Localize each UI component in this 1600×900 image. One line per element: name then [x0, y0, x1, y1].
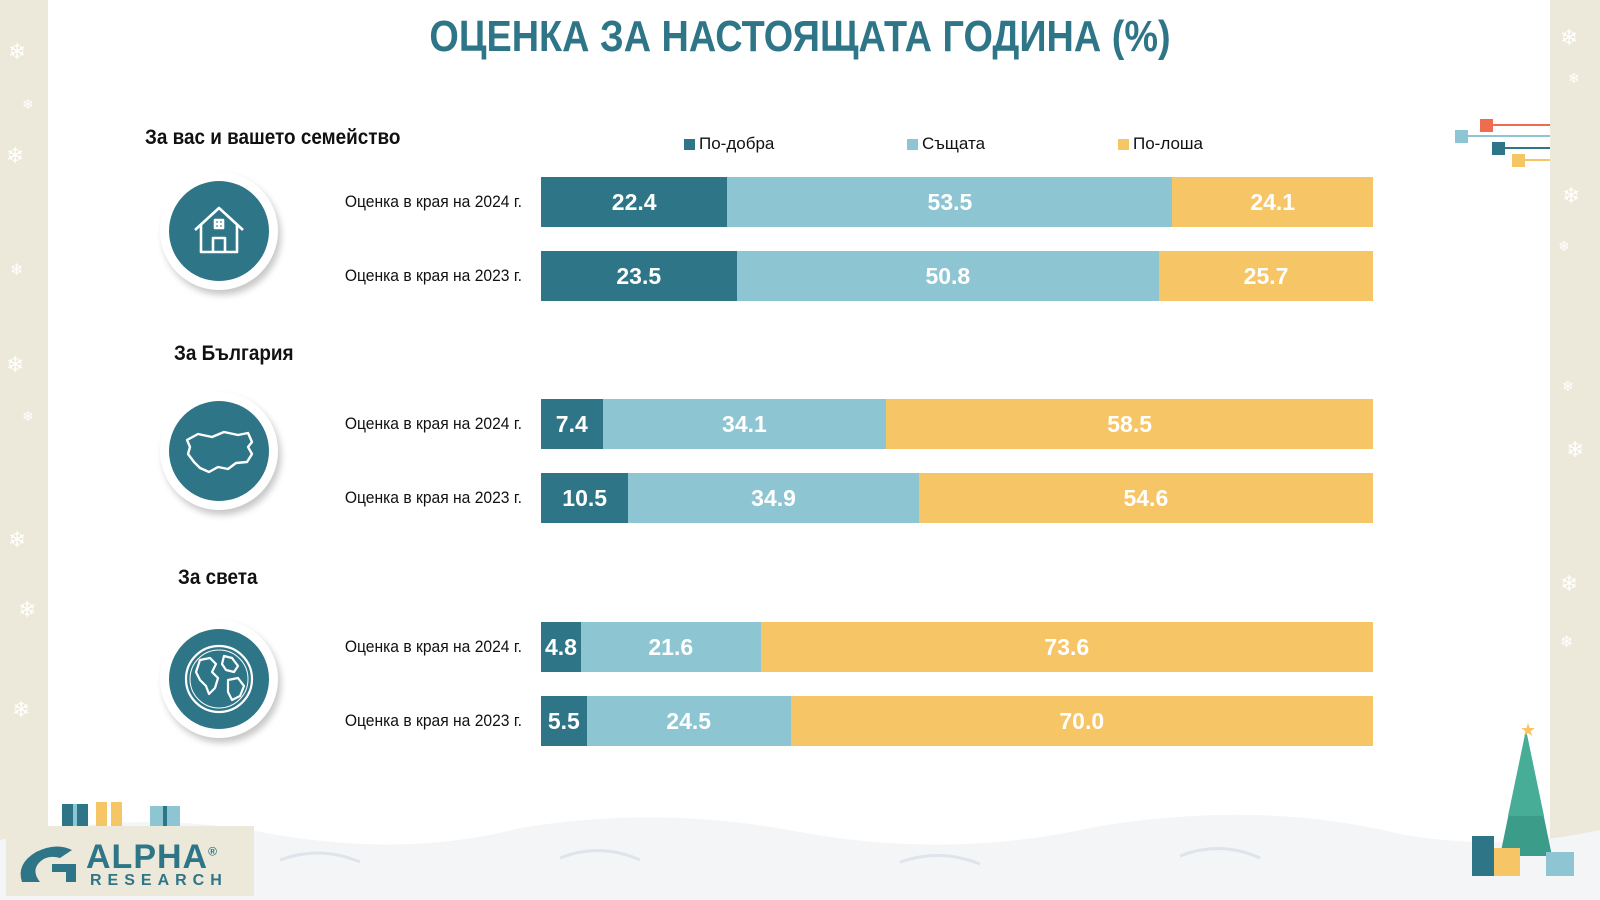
bulgaria-map-icon [160, 392, 278, 510]
bar-world-2024: 4.8 21.6 73.6 [541, 622, 1373, 672]
section-title-family: За вас и вашето семейство [145, 126, 401, 149]
data-label-bulgaria-2023-same: 34.9 [751, 484, 796, 511]
bar-segment-world-2023-better: 5.5 [541, 696, 587, 746]
legend-swatch-better [684, 138, 695, 150]
snowflake-icon: ❄ [12, 698, 31, 723]
data-label-bulgaria-2023-better: 10.5 [562, 484, 608, 511]
snowflake-icon: ❄ [1560, 572, 1579, 597]
legend-label-worse: По-лоша [1133, 134, 1203, 153]
bar-segment-family-2024-same: 53.5 [727, 177, 1173, 227]
svg-text:★: ★ [1520, 720, 1536, 741]
bar-bulgaria-2024: 7.4 34.1 58.5 [541, 399, 1373, 449]
bar-family-2024: 22.4 53.5 24.1 [541, 177, 1373, 227]
bar-segment-bulgaria-2024-better: 7.4 [541, 399, 603, 449]
snowflake-icon: ❄ [8, 528, 27, 553]
data-label-family-2024-better: 22.4 [611, 188, 657, 215]
data-label-family-2024-same: 53.5 [927, 188, 973, 215]
row-label-world-2023: Оценка в края на 2023 г. [344, 711, 522, 730]
legend-swatch-same [907, 138, 918, 150]
data-label-world-2023-better: 5.5 [547, 707, 580, 734]
bar-world-2023: 5.5 24.5 70.0 [541, 696, 1373, 746]
bar-segment-bulgaria-2023-same: 34.9 [628, 473, 919, 523]
row-label-bulgaria-2023: Оценка в края на 2023 г. [344, 488, 522, 507]
globe-icon [160, 620, 278, 738]
left-decor-strip [0, 0, 48, 900]
data-label-world-2024-better: 4.8 [544, 633, 577, 660]
snowflake-icon: ❄ [18, 598, 37, 623]
bar-segment-world-2023-worse: 70.0 [790, 696, 1373, 746]
legend-item-same: Същата [907, 132, 985, 156]
snowflake-icon: ❄ [22, 409, 34, 425]
snowflake-icon: ❄ [22, 97, 34, 113]
bar-segment-family-2024-worse: 24.1 [1172, 177, 1373, 227]
bar-segment-bulgaria-2023-better: 10.5 [541, 473, 629, 523]
slide-panel [48, 0, 1550, 900]
brand-logo [6, 826, 254, 896]
legend-item-worse: По-лоша [1118, 132, 1203, 156]
snowflake-icon: ❄ [1562, 379, 1574, 395]
data-label-bulgaria-2024-better: 7.4 [555, 410, 588, 437]
decor-lines-icon [1455, 119, 1550, 167]
data-label-family-2024-worse: 24.1 [1250, 188, 1296, 215]
snowflake-icon: ❄ [1560, 26, 1579, 51]
bar-segment-family-2023-better: 23.5 [541, 251, 737, 301]
data-label-world-2023-worse: 70.0 [1059, 707, 1105, 734]
brand-name: ALPHA® [86, 838, 218, 876]
bar-segment-family-2023-worse: 25.7 [1159, 251, 1373, 301]
row-label-bulgaria-2024: Оценка в края на 2024 г. [344, 414, 522, 433]
right-decor-strip [1550, 0, 1600, 900]
data-label-family-2023-same: 50.8 [925, 262, 971, 289]
data-label-bulgaria-2024-worse: 58.5 [1107, 410, 1152, 437]
bar-segment-family-2024-better: 22.4 [541, 177, 728, 227]
bar-bulgaria-2023: 10.5 34.9 54.6 [541, 473, 1373, 523]
section-title-world: За света [178, 566, 258, 589]
data-label-family-2023-worse: 25.7 [1243, 262, 1289, 289]
data-label-bulgaria-2023-worse: 54.6 [1123, 484, 1169, 511]
bar-segment-bulgaria-2024-same: 34.1 [602, 399, 887, 449]
snowflake-icon: ❄ [1558, 239, 1570, 255]
snowflake-icon: ❄ [1560, 632, 1574, 651]
brand-logo-mark-icon [20, 846, 76, 882]
snowflake-icon: ❄ [6, 144, 25, 169]
row-label-family-2023: Оценка в края на 2023 г. [344, 266, 522, 285]
bar-family-2023: 23.5 50.8 25.7 [541, 251, 1373, 301]
row-label-world-2024: Оценка в края на 2024 г. [344, 637, 522, 656]
snowflake-icon: ❄ [1566, 438, 1585, 463]
christmas-tree-icon: ★ [1472, 720, 1574, 876]
snowflake-icon: ❄ [1562, 184, 1581, 209]
snowflake-icon: ❄ [1568, 71, 1580, 87]
data-label-world-2024-worse: 73.6 [1044, 633, 1090, 660]
brand-subtitle: RESEARCH [90, 872, 228, 889]
data-label-world-2024-same: 21.6 [648, 633, 694, 660]
section-title-bulgaria: За България [174, 342, 294, 365]
data-label-world-2023-same: 24.5 [666, 707, 712, 734]
bar-segment-world-2024-same: 21.6 [580, 622, 761, 672]
house-icon [160, 172, 278, 290]
legend-item-better: По-добра [684, 132, 774, 156]
snow-ground-decor [0, 814, 1600, 900]
bar-segment-world-2024-better: 4.8 [541, 622, 581, 672]
bar-segment-bulgaria-2023-worse: 54.6 [918, 473, 1373, 523]
legend-label-better: По-добра [699, 134, 775, 153]
snowflake-icon: ❄ [10, 260, 24, 279]
legend-swatch-worse [1118, 138, 1129, 150]
snowflake-icon: ❄ [8, 40, 27, 65]
page-title: ОЦЕНКА ЗА НАСТОЯЩАТА ГОДИНА (%) [429, 12, 1171, 61]
bar-segment-world-2024-worse: 73.6 [760, 622, 1373, 672]
legend-label-same: Същата [922, 134, 986, 153]
row-label-family-2024: Оценка в края на 2024 г. [344, 192, 522, 211]
data-label-bulgaria-2024-same: 34.1 [722, 410, 767, 437]
data-label-family-2023-better: 23.5 [616, 262, 662, 289]
snowflake-icon: ❄ [6, 353, 25, 378]
bar-segment-family-2023-same: 50.8 [736, 251, 1160, 301]
bar-segment-world-2023-same: 24.5 [586, 696, 791, 746]
bar-segment-bulgaria-2024-worse: 58.5 [886, 399, 1373, 449]
